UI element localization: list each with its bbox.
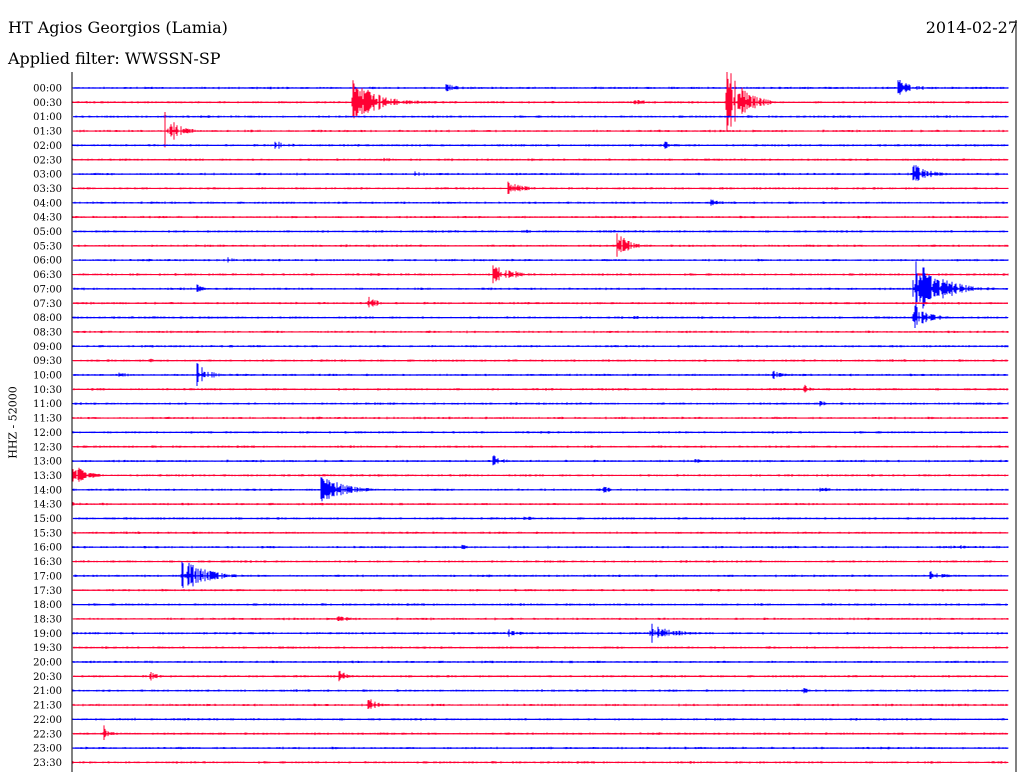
trace-row-0800 xyxy=(72,305,1009,328)
trace-row-0300 xyxy=(72,165,1009,181)
row-time-label: 02:30 xyxy=(33,155,62,166)
row-time-label: 19:30 xyxy=(33,643,62,654)
row-time-label: 00:30 xyxy=(33,98,62,109)
row-time-label: 11:00 xyxy=(33,399,62,410)
trace-row-0000 xyxy=(72,80,1009,95)
row-time-label: 02:00 xyxy=(33,141,62,152)
row-time-label: 08:00 xyxy=(33,313,62,324)
row-time-label: 04:00 xyxy=(33,198,62,209)
row-time-label: 23:30 xyxy=(33,758,62,769)
row-time-label: 06:00 xyxy=(33,256,62,267)
row-time-label: 15:30 xyxy=(33,528,62,539)
station-title: HT Agios Georgios (Lamia) xyxy=(8,18,228,37)
trace-row-1700 xyxy=(73,561,1009,588)
recording-date: 2014-02-27 xyxy=(925,18,1018,37)
row-time-label: 13:30 xyxy=(33,471,62,482)
trace-row-0330 xyxy=(72,181,1009,194)
row-time-label: 07:30 xyxy=(33,299,62,310)
row-time-label: 17:30 xyxy=(33,586,62,597)
row-time-label: 05:00 xyxy=(33,227,62,238)
seismic-traces xyxy=(72,72,1009,764)
row-time-label: 16:00 xyxy=(33,543,62,554)
row-time-label: 10:00 xyxy=(33,371,62,382)
row-time-label: 09:00 xyxy=(33,342,62,353)
row-time-label: 08:30 xyxy=(33,327,62,338)
row-time-label: 18:00 xyxy=(33,600,62,611)
row-time-label: 15:00 xyxy=(33,514,62,525)
row-time-label: 12:30 xyxy=(33,442,62,453)
row-time-label: 03:30 xyxy=(33,184,62,195)
trace-row-0030 xyxy=(72,72,1009,132)
row-time-label: 23:00 xyxy=(33,744,62,755)
row-time-label: 07:00 xyxy=(33,284,62,295)
row-time-label: 01:00 xyxy=(33,112,62,123)
row-time-label: 10:30 xyxy=(33,385,62,396)
trace-row-1330 xyxy=(72,467,1009,482)
row-time-label: 22:00 xyxy=(33,715,62,726)
row-time-label: 04:30 xyxy=(33,213,62,224)
row-time-label: 13:00 xyxy=(33,457,62,468)
row-time-label: 12:00 xyxy=(33,428,62,439)
filter-label: Applied filter: WWSSN-SP xyxy=(8,49,221,68)
trace-row-2230 xyxy=(72,725,1009,740)
row-time-label: 18:30 xyxy=(33,614,62,625)
trace-row-2130 xyxy=(72,699,1009,709)
row-time-label: 06:30 xyxy=(33,270,62,281)
row-time-label: 20:30 xyxy=(33,672,62,683)
row-time-label: 22:30 xyxy=(33,729,62,740)
trace-row-0530 xyxy=(72,233,1009,257)
time-tick-labels: 00:00 00:30 01:00 01:30 02:00 02:30 03:00 03:30… xyxy=(33,84,62,769)
row-time-label: 20:00 xyxy=(33,658,62,669)
row-time-label: 21:30 xyxy=(33,701,62,712)
row-time-label: 14:30 xyxy=(33,500,62,511)
row-time-label: 03:00 xyxy=(33,170,62,181)
trace-row-0700 xyxy=(72,261,1009,315)
row-time-label: 17:00 xyxy=(33,571,62,582)
row-time-label: 21:00 xyxy=(33,686,62,697)
trace-row-1300 xyxy=(72,455,1009,466)
row-time-label: 16:30 xyxy=(33,557,62,568)
row-time-label: 05:30 xyxy=(33,241,62,252)
row-time-label: 14:00 xyxy=(33,485,62,496)
row-time-label: 19:00 xyxy=(33,629,62,640)
row-time-label: 00:00 xyxy=(33,84,62,95)
trace-row-0730 xyxy=(72,296,1009,308)
trace-row-1030 xyxy=(72,384,1009,393)
row-time-label: 11:30 xyxy=(33,414,62,425)
row-time-label: 01:30 xyxy=(33,127,62,138)
row-time-label: 09:30 xyxy=(33,356,62,367)
